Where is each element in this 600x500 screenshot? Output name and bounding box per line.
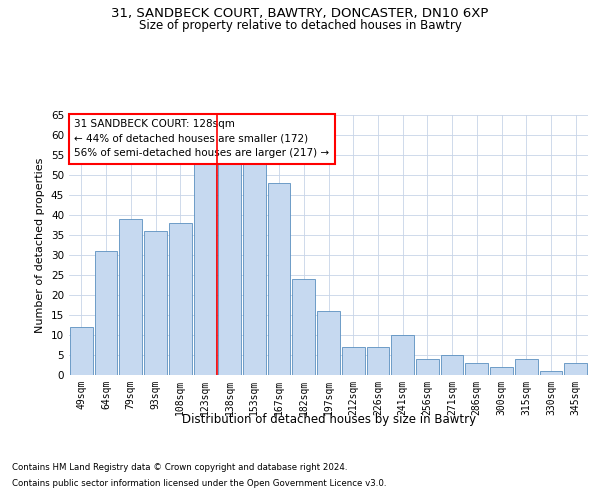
Bar (342, 347, 365, 375)
Bar (466, 363, 488, 375)
Y-axis label: Number of detached properties: Number of detached properties (35, 158, 46, 332)
Bar (367, 347, 389, 375)
Bar (416, 359, 439, 375)
Bar (515, 359, 538, 375)
Text: Contains public sector information licensed under the Open Government Licence v3: Contains public sector information licen… (12, 478, 386, 488)
Bar (539, 371, 562, 375)
Bar (391, 335, 414, 375)
Bar (144, 231, 167, 375)
Text: 31, SANDBECK COURT, BAWTRY, DONCASTER, DN10 6XP: 31, SANDBECK COURT, BAWTRY, DONCASTER, D… (112, 8, 488, 20)
Text: Contains HM Land Registry data © Crown copyright and database right 2024.: Contains HM Land Registry data © Crown c… (12, 464, 347, 472)
Bar (194, 163, 216, 375)
Bar (441, 355, 463, 375)
Bar (564, 363, 587, 375)
Bar (243, 159, 266, 375)
Bar (95, 251, 118, 375)
Text: Distribution of detached houses by size in Bawtry: Distribution of detached houses by size … (182, 412, 476, 426)
Bar (268, 183, 290, 375)
Bar (119, 219, 142, 375)
Text: Size of property relative to detached houses in Bawtry: Size of property relative to detached ho… (139, 19, 461, 32)
Text: 31 SANDBECK COURT: 128sqm
← 44% of detached houses are smaller (172)
56% of semi: 31 SANDBECK COURT: 128sqm ← 44% of detac… (74, 119, 329, 158)
Bar (317, 311, 340, 375)
Bar (169, 223, 191, 375)
Bar (490, 367, 513, 375)
Bar (70, 327, 93, 375)
Bar (292, 279, 315, 375)
Bar (218, 163, 241, 375)
